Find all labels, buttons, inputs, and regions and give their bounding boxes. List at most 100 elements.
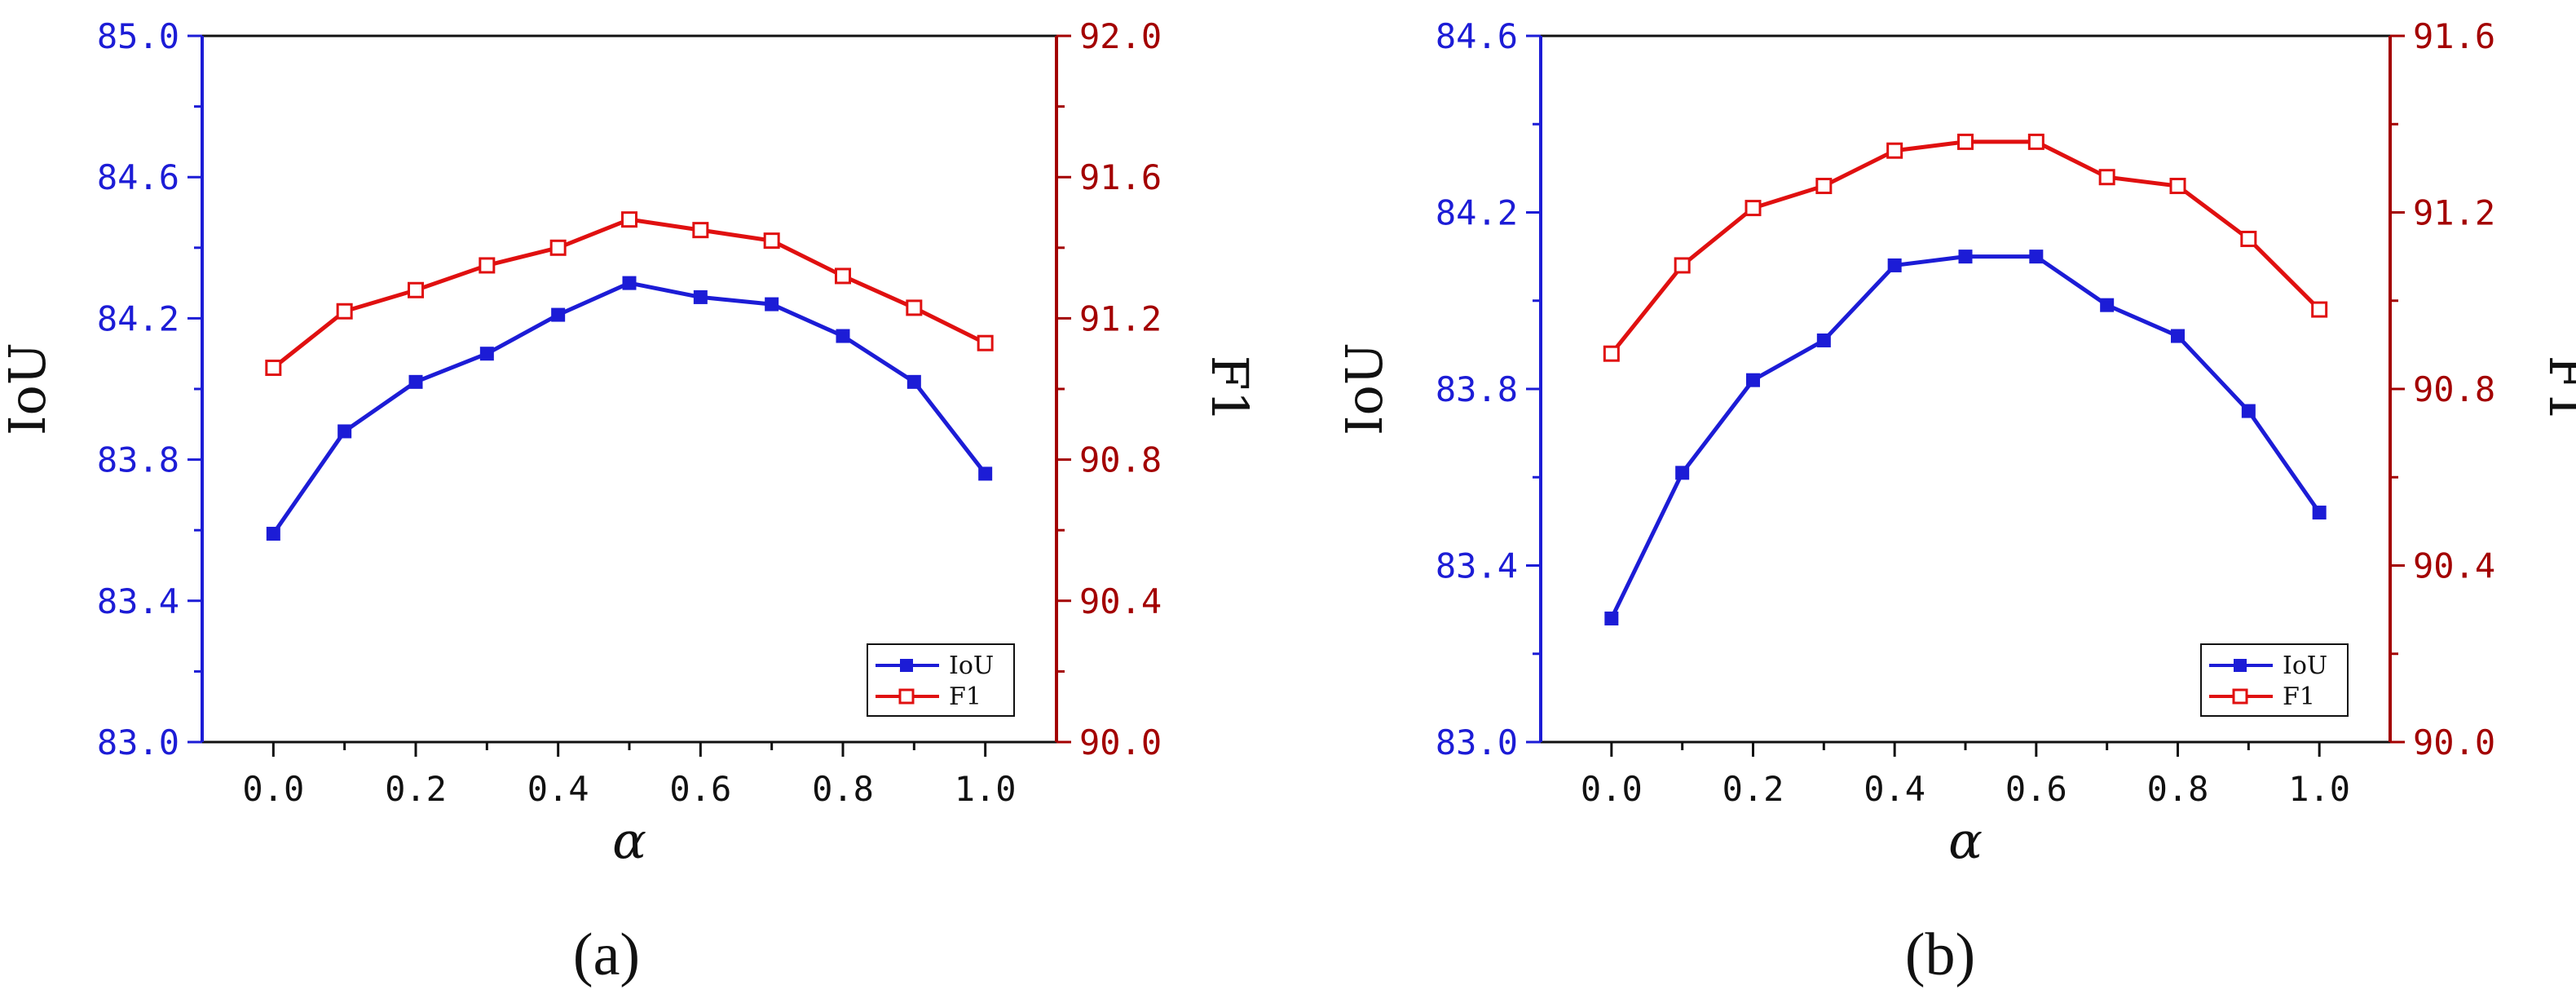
y-right-title: F1 (1200, 356, 1259, 422)
legend-marker-f1 (898, 688, 915, 705)
data-point-iou (1816, 333, 1831, 347)
y-left-tick-label: 84.6 (97, 157, 179, 197)
y-right-title: F1 (2538, 356, 2576, 422)
data-point-f1 (2027, 133, 2044, 150)
x-tick-label: 0.2 (1722, 769, 1784, 809)
y-left-tick-label: 84.2 (97, 298, 179, 338)
y-left-tick-label: 83.0 (97, 722, 179, 762)
data-point-iou (1675, 466, 1690, 480)
legend-marker-f1 (2232, 688, 2248, 705)
data-point-f1 (763, 232, 780, 250)
data-point-f1 (2098, 169, 2115, 186)
series-line-iou (1609, 254, 2322, 620)
x-tick-label: 1.0 (955, 769, 1017, 809)
data-point-f1 (977, 334, 994, 351)
chart-panel-b: 0.0 0.2 0.4 0.6 0.8 1.0 83.0 83.4 83.8 84.2 84.6 90… (1334, 16, 2576, 988)
data-point-f1 (1815, 178, 1833, 195)
data-point-iou (2171, 329, 2185, 343)
y-left-tick-label: 83.8 (97, 440, 179, 480)
data-point-iou (1746, 373, 1760, 387)
legend-label-f1: F1 (2283, 683, 2315, 711)
x-axis-title: α (612, 811, 646, 870)
legend-marker-iou (2234, 659, 2247, 672)
x-tick-label: 0.6 (2005, 769, 2067, 809)
data-point-iou (1958, 250, 1973, 264)
series-line-iou (271, 281, 987, 535)
data-point-iou (551, 307, 566, 322)
data-point-iou (2029, 250, 2044, 264)
y-right-tick-label: 90.0 (1079, 722, 1162, 762)
y-right-tick-label: 90.4 (1079, 581, 1162, 621)
y-right-tick-label: 90.8 (1079, 440, 1162, 480)
y-left-tick-label: 84.2 (1436, 193, 1518, 233)
data-point-iou (2241, 404, 2256, 418)
y-left-tick-label: 83.4 (97, 581, 179, 621)
legend: IoU F1 (2200, 643, 2349, 717)
x-tick-label: 0.4 (1864, 769, 1925, 809)
x-tick-label: 0.8 (2147, 769, 2209, 809)
y-right-tick-label: 90.0 (2413, 722, 2495, 762)
y-left-tick-label: 85.0 (97, 16, 179, 56)
x-tick-label: 0.4 (527, 769, 589, 809)
data-point-f1 (549, 239, 567, 256)
legend-box (867, 643, 1015, 717)
data-point-iou (408, 374, 423, 389)
data-point-iou (622, 276, 637, 290)
panel-label: (b) (1905, 921, 1975, 988)
data-point-iou (693, 289, 708, 304)
data-point-f1 (2169, 178, 2186, 195)
data-point-f1 (1745, 200, 1762, 217)
y-right-tick-label: 90.8 (2413, 369, 2495, 409)
y-right-tick-label: 91.2 (1079, 298, 1162, 338)
legend-marker-iou (900, 659, 913, 672)
x-tick-label: 0.6 (669, 769, 731, 809)
data-point-f1 (2311, 301, 2328, 318)
data-point-iou (1887, 258, 1902, 272)
y-right-tick-label: 90.4 (2413, 546, 2495, 586)
data-point-iou (836, 329, 850, 343)
data-point-f1 (265, 360, 282, 377)
data-point-f1 (621, 211, 637, 228)
legend-label-iou: IoU (949, 652, 994, 680)
data-point-iou (906, 374, 921, 389)
legend-box (2200, 643, 2349, 717)
y-right-tick-label: 91.6 (1079, 157, 1162, 197)
data-point-iou (1604, 611, 1619, 625)
data-point-f1 (1957, 133, 1974, 150)
data-point-f1 (1886, 142, 1903, 159)
data-point-f1 (835, 267, 851, 285)
y-left-title: IoU (0, 342, 57, 435)
data-point-iou (2312, 506, 2327, 520)
y-left-tick-label: 83.4 (1436, 546, 1518, 586)
data-point-f1 (408, 281, 424, 298)
data-point-f1 (906, 299, 923, 316)
legend-label-iou: IoU (2283, 652, 2327, 680)
data-point-iou (765, 297, 779, 312)
y-left-tick-label: 84.6 (1436, 16, 1518, 56)
data-point-f1 (1674, 257, 1691, 274)
data-point-f1 (1603, 345, 1620, 362)
chart-panel-a: 0.0 0.2 0.4 0.6 0.8 1.0 83.0 83.4 83.8 84.2 84.6 85… (0, 16, 1259, 988)
panel-label: (a) (573, 921, 640, 988)
legend: IoU F1 (867, 643, 1015, 717)
data-point-f1 (2240, 230, 2257, 247)
series-line-f1 (1609, 139, 2321, 356)
y-right-tick-label: 92.0 (1079, 16, 1162, 56)
y-left-title: IoU (1334, 342, 1394, 435)
x-tick-label: 0.0 (242, 769, 304, 809)
x-axis-title: α (1948, 811, 1983, 870)
data-point-iou (2100, 298, 2115, 312)
y-left-tick-label: 83.8 (1436, 369, 1518, 409)
legend-label-f1: F1 (949, 683, 981, 711)
x-tick-label: 0.2 (385, 769, 447, 809)
data-point-f1 (336, 303, 353, 320)
y-right-tick-label: 91.6 (2413, 16, 2495, 56)
data-point-iou (266, 527, 280, 541)
data-point-f1 (692, 222, 709, 239)
data-point-f1 (479, 257, 496, 274)
x-tick-label: 0.0 (1581, 769, 1643, 809)
data-point-iou (337, 424, 352, 439)
data-point-iou (978, 466, 993, 481)
x-tick-label: 1.0 (2288, 769, 2350, 809)
